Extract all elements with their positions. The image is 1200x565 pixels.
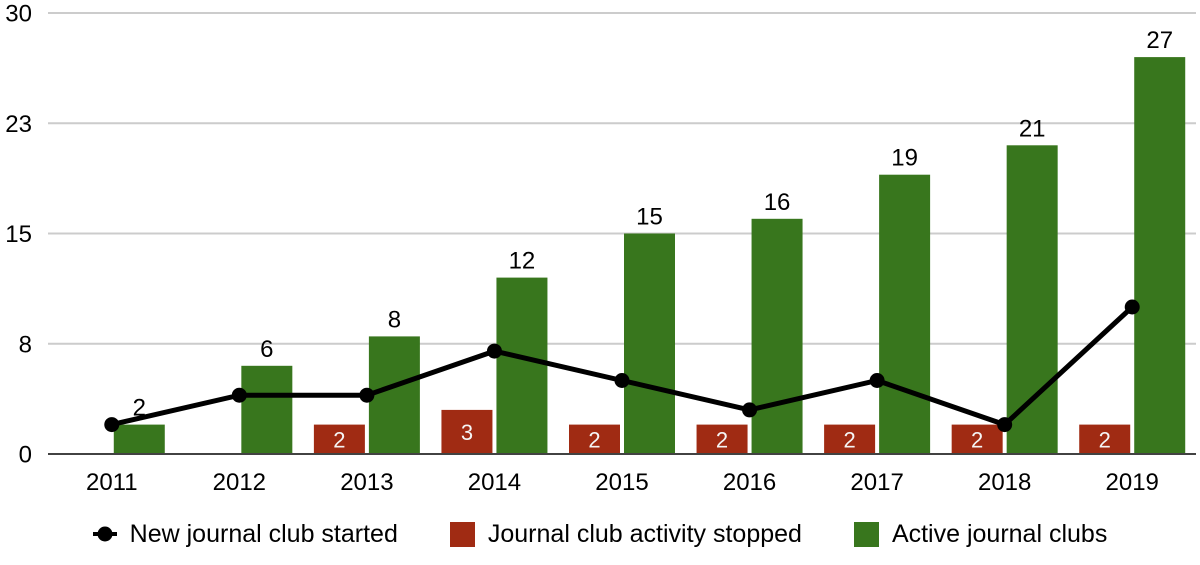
bar-journal-club-activity-stopped-2017 (824, 424, 876, 454)
bar-active-journal-clubs-2011 (113, 424, 165, 454)
bar-label-active-journal-clubs-2015: 15 (636, 204, 663, 231)
point-new-journal-club-started-2013 (359, 387, 375, 403)
x-label-2018: 2018 (978, 469, 1031, 496)
legend-label-active-journal-clubs: Active journal clubs (891, 519, 1108, 548)
bar-active-journal-clubs-2015 (624, 233, 675, 454)
bar-label-journal-club-activity-stopped-2018: 2 (971, 427, 983, 452)
bar-label-active-journal-clubs-2019: 27 (1146, 27, 1173, 54)
x-label-2011: 2011 (86, 469, 138, 496)
stopped-swatch-icon (449, 521, 475, 547)
bar-active-journal-clubs-2012 (241, 365, 293, 454)
bar-label-active-journal-clubs-2014: 12 (509, 248, 536, 275)
point-new-journal-club-started-2014 (486, 343, 502, 359)
bar-journal-club-activity-stopped-2013 (313, 424, 365, 454)
bar-label-active-journal-clubs-2016: 16 (764, 189, 791, 216)
point-new-journal-club-started-2012 (231, 387, 247, 403)
x-label-2017: 2017 (850, 469, 903, 496)
point-new-journal-club-started-2016 (742, 402, 758, 418)
point-new-journal-club-started-2011 (104, 417, 120, 433)
bar-active-journal-clubs-2019 (1134, 57, 1186, 454)
bar-label-journal-club-activity-stopped-2016: 2 (716, 427, 728, 452)
active-swatch-icon (853, 521, 879, 547)
bar-journal-club-activity-stopped-2015 (569, 424, 620, 454)
x-label-2014: 2014 (468, 469, 521, 496)
point-new-journal-club-started-2017 (869, 373, 885, 388)
bar-journal-club-activity-stopped-2019 (1079, 424, 1131, 454)
legend-item-journal-club-activity-stopped: Journal club activity stopped (449, 519, 802, 549)
bar-label-active-journal-clubs-2018: 21 (1019, 115, 1046, 142)
y-tick-label-15: 15 (5, 221, 32, 248)
point-new-journal-club-started-2015 (614, 373, 630, 388)
bar-label-journal-club-activity-stopped-2019: 2 (1099, 427, 1111, 452)
bar-label-journal-club-activity-stopped-2015: 2 (588, 427, 600, 452)
legend-item-active-journal-clubs: Active journal clubs (853, 519, 1108, 549)
bar-label-active-journal-clubs-2013: 8 (388, 306, 401, 333)
bar-label-active-journal-clubs-2012: 6 (260, 336, 273, 363)
chart-legend: New journal club started Journal club ac… (0, 505, 1200, 563)
bar-label-journal-club-activity-stopped-2013: 2 (333, 427, 345, 452)
legend-label-journal-club-activity-stopped: Journal club activity stopped (487, 519, 802, 548)
point-new-journal-club-started-2019 (1124, 299, 1140, 315)
bar-journal-club-activity-stopped-2018 (951, 424, 1003, 454)
bar-active-journal-clubs-2017 (879, 174, 931, 454)
x-label-2012: 2012 (213, 469, 266, 496)
y-tick-label-23: 23 (5, 111, 32, 138)
bar-active-journal-clubs-2014 (496, 277, 548, 454)
y-tick-label-30: 30 (5, 1, 32, 28)
y-tick-label-8: 8 (19, 331, 32, 358)
bar-label-journal-club-activity-stopped-2017: 2 (843, 427, 855, 452)
x-label-2013: 2013 (340, 469, 393, 496)
x-label-2016: 2016 (723, 469, 776, 496)
bar-label-active-journal-clubs-2011: 2 (133, 395, 146, 422)
y-tick-label-0: 0 (19, 442, 32, 469)
x-label-2015: 2015 (595, 469, 648, 496)
x-label-2019: 2019 (1106, 469, 1159, 496)
legend-label-new-journal-club-started: New journal club started (129, 519, 398, 548)
bar-active-journal-clubs-2018 (1006, 145, 1058, 455)
legend-item-new-journal-club-started: New journal club started (92, 519, 398, 549)
bar-journal-club-activity-stopped-2014 (441, 409, 493, 454)
point-new-journal-club-started-2018 (997, 417, 1013, 433)
bar-active-journal-clubs-2013 (368, 336, 420, 454)
bar-label-active-journal-clubs-2017: 19 (891, 145, 918, 172)
bar-label-journal-club-activity-stopped-2014: 3 (461, 420, 473, 445)
line-point-marker-icon (92, 526, 117, 542)
bar-journal-club-activity-stopped-2016 (696, 424, 748, 454)
bar-active-journal-clubs-2016 (751, 218, 803, 454)
